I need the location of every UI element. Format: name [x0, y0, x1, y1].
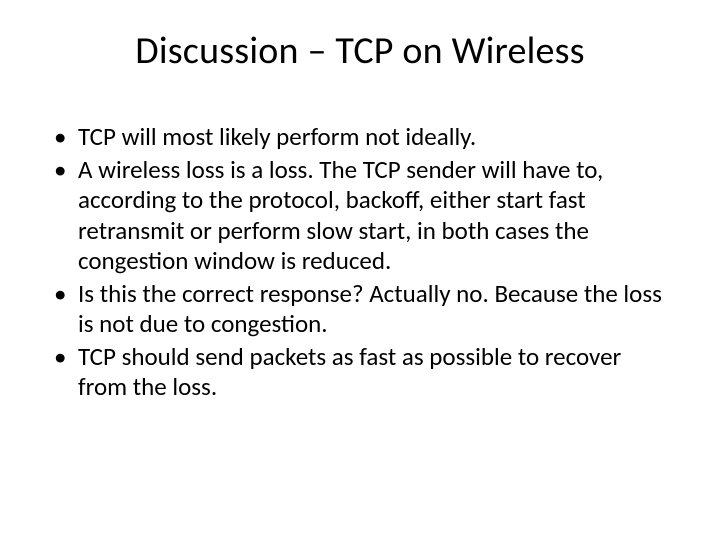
- bullet-item: Is this the correct response? Actually n…: [52, 279, 672, 340]
- bullet-list: TCP will most likely perform not ideally…: [48, 122, 672, 403]
- bullet-item: A wireless loss is a loss. The TCP sende…: [52, 155, 672, 277]
- slide: Discussion – TCP on Wireless TCP will mo…: [0, 0, 720, 540]
- bullet-item: TCP should send packets as fast as possi…: [52, 342, 672, 403]
- bullet-item: TCP will most likely perform not ideally…: [52, 122, 672, 153]
- slide-title: Discussion – TCP on Wireless: [48, 28, 672, 74]
